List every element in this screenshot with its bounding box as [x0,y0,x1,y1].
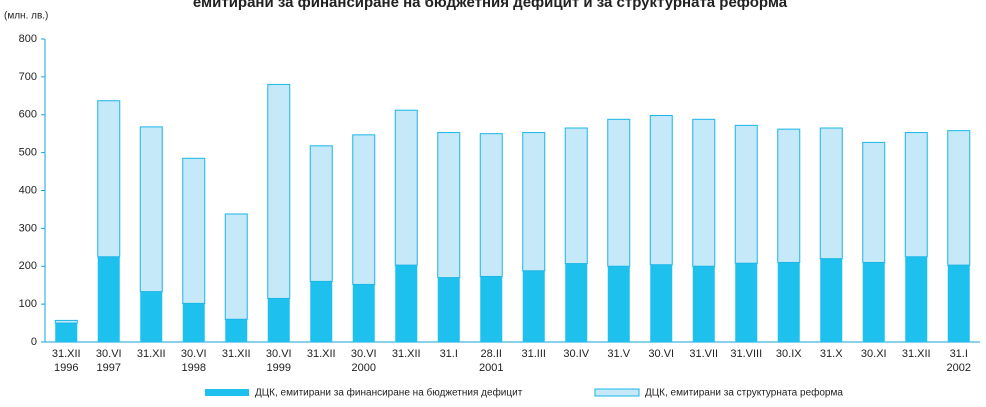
bar-segment [692,118,716,267]
bar-segment [54,319,78,324]
bar-segment [479,133,503,277]
chart-title: емитирани за финансиране на бюджетния де… [193,0,788,11]
legend-swatch [594,388,640,397]
bar-segment [267,83,291,299]
x-tick-label: 31.XII [137,348,166,360]
bar-segment [310,281,333,342]
x-tick-label: 30.XI [861,348,887,360]
y-tick-label: 0 [31,336,37,348]
x-tick-label: 31.XII [52,348,81,360]
x-tick-label: 31.XII [222,348,251,360]
x-tick-label: 30.VI [181,348,207,360]
y-tick-label: 100 [19,298,37,310]
bar-segment [139,126,163,293]
bar-segment [224,213,248,320]
x-tick-label: 30.VI [266,348,292,360]
bar-segment [437,132,461,279]
bar-segment [437,277,460,342]
x-tick-label: 31.V [607,348,630,360]
bar-segment [182,157,206,304]
bar-segment [55,323,78,342]
bar-segment [905,256,928,342]
y-tick-label: 500 [19,147,37,159]
bar-segment [649,115,673,266]
bar-segment [140,291,163,342]
y-tick-label: 300 [19,222,37,234]
y-tick-label: 400 [19,184,37,196]
x-tick-label: 31.III [522,348,546,360]
x-tick-label: 31.XII [392,348,421,360]
bar-segment [607,266,630,342]
bar-segment [820,258,843,342]
x-group-label: 1996 [54,362,78,374]
y-tick-label: 700 [19,71,37,83]
bar-segment [182,303,205,342]
bar-segment [352,284,375,342]
bar-segment [734,124,758,264]
bar-segment [819,127,843,260]
bar-segment [607,118,631,267]
bar-segment [97,100,121,258]
bar-segment [564,127,588,265]
bar-segment [735,263,758,342]
x-tick-label: 30.VI [351,348,377,360]
bar-segment [692,266,715,342]
bar-segment [97,256,120,342]
x-group-label: 2002 [947,362,971,374]
bar-segment [225,319,248,342]
bar-segment [394,109,418,266]
x-group-label: 2001 [479,362,503,374]
bar-segment [309,145,333,282]
x-tick-label: 31.I [440,348,458,360]
x-tick-label: 30.VI [648,348,674,360]
y-tick-label: 200 [19,260,37,272]
bar-segment [522,132,546,272]
bar-segment [650,264,673,342]
y-tick-label: 800 [19,33,37,45]
bar-segment [862,262,885,342]
x-tick-label: 31.XII [902,348,931,360]
bar-segment [777,128,801,263]
bar-segment [777,262,800,342]
x-tick-label: 28.II [481,348,502,360]
bar-segment [862,141,886,263]
y-axis-label: (млн. лв.) [4,11,48,22]
x-group-label: 2000 [352,362,376,374]
x-group-label: 1997 [97,362,121,374]
bar-segment [480,276,503,342]
legend-label: ДЦК, емитирани за структурната реформа [645,387,843,399]
x-tick-label: 30.IV [563,348,589,360]
y-tick-label: 600 [19,109,37,121]
x-tick-label: 31.XII [307,348,336,360]
x-tick-label: 31.VII [689,348,718,360]
bar-segment [947,265,970,342]
x-tick-label: 31.X [820,348,843,360]
legend-label: ДЦК, емитирани за финансиране на бюджетн… [255,387,523,399]
x-tick-label: 31.I [950,348,968,360]
x-group-label: 1998 [182,362,206,374]
x-group-label: 1999 [267,362,291,374]
bar-segment [565,263,588,342]
x-tick-label: 30.VI [96,348,122,360]
bar-segment [395,265,418,342]
bar-segment [352,134,376,285]
bar-segment [904,132,928,258]
x-tick-label: 31.VIII [730,348,762,360]
legend-swatch [205,389,249,396]
bar-segment [947,130,971,266]
x-tick-label: 30.IX [776,348,802,360]
bar-segment [522,270,545,342]
bar-segment [267,298,290,342]
